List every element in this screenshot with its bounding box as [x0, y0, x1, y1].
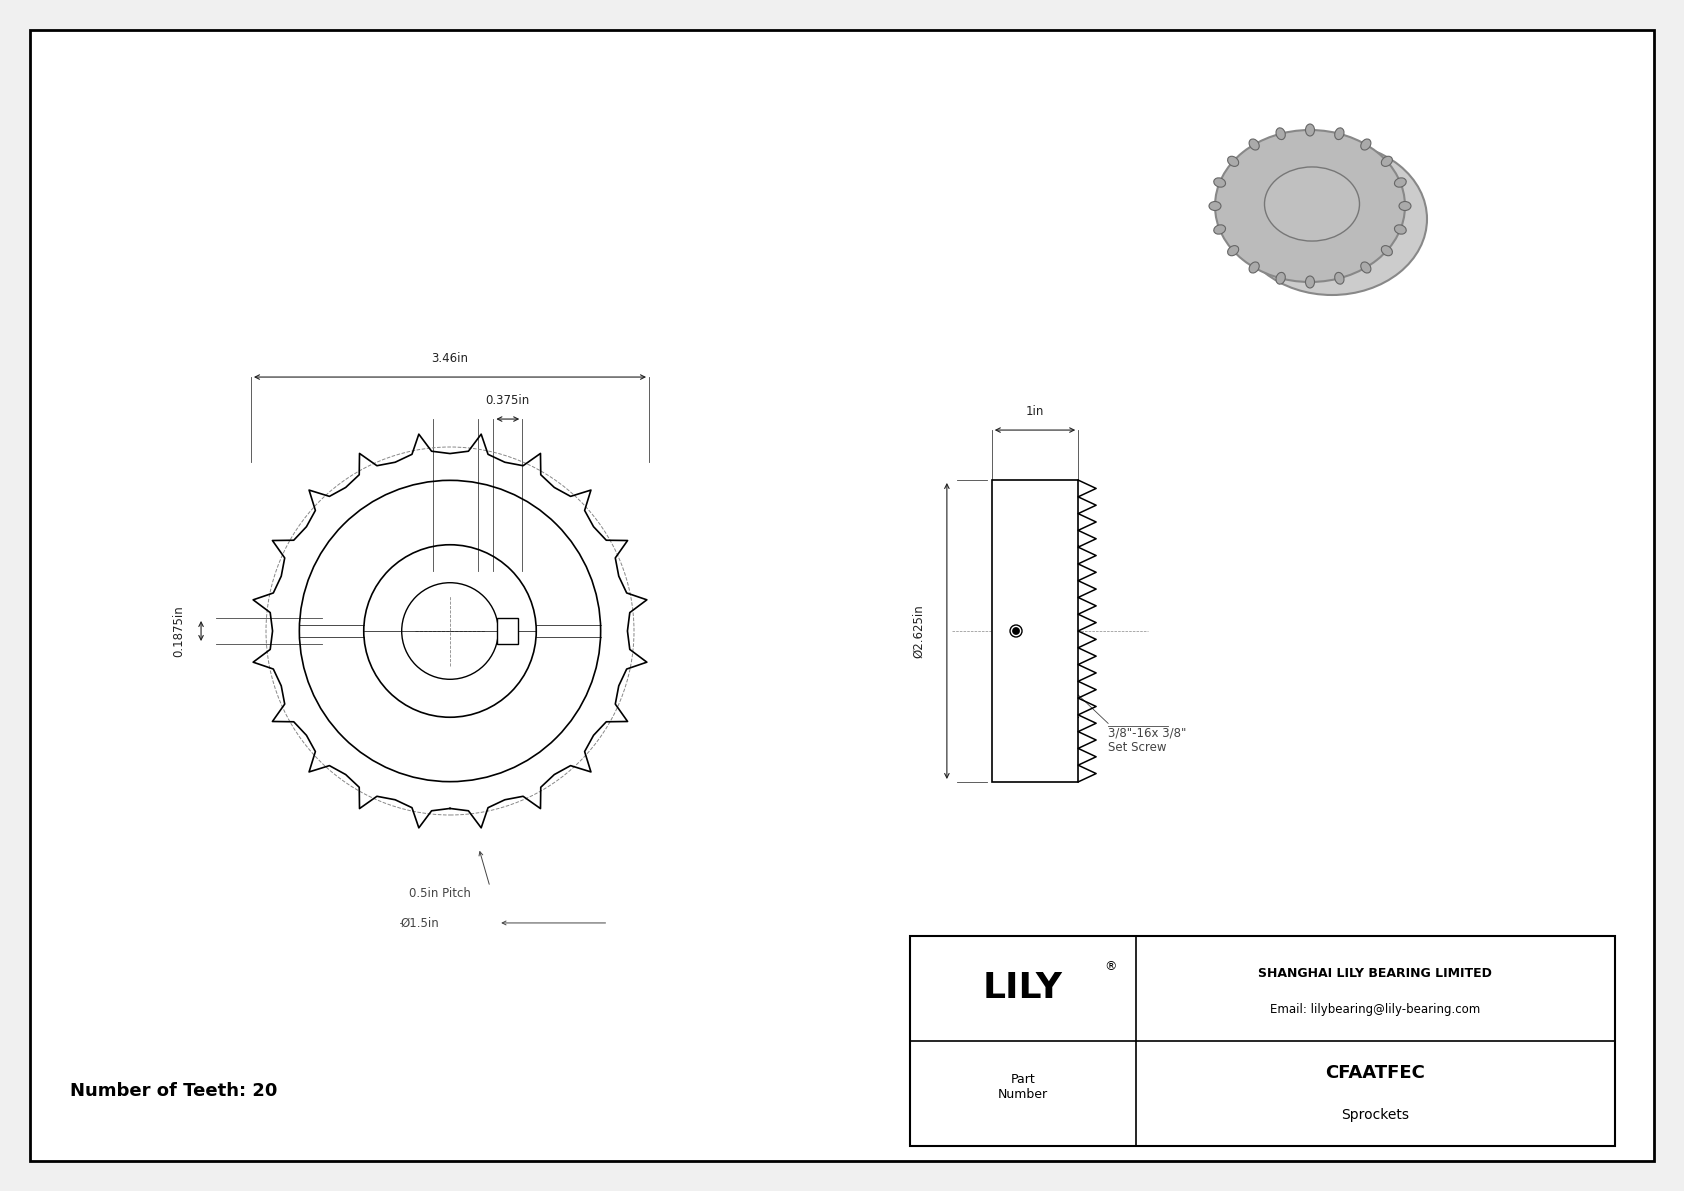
Text: LILY: LILY	[983, 972, 1063, 1005]
Ellipse shape	[1361, 262, 1371, 273]
Bar	[909, 936, 1615, 1146]
Text: Number of Teeth: 20: Number of Teeth: 20	[71, 1081, 278, 1100]
Ellipse shape	[1250, 139, 1260, 150]
Text: Ø1.5in: Ø1.5in	[401, 916, 440, 929]
Ellipse shape	[1250, 262, 1260, 273]
Ellipse shape	[1381, 245, 1393, 256]
Ellipse shape	[1394, 225, 1406, 235]
Text: 0.375in: 0.375in	[485, 394, 530, 407]
Ellipse shape	[1276, 273, 1285, 285]
Ellipse shape	[1209, 201, 1221, 211]
Text: 1in: 1in	[1026, 405, 1044, 418]
Ellipse shape	[1399, 201, 1411, 211]
FancyBboxPatch shape	[30, 30, 1654, 1161]
Text: Part
Number: Part Number	[997, 1073, 1047, 1102]
Text: 3.46in: 3.46in	[431, 353, 468, 366]
Ellipse shape	[1361, 139, 1371, 150]
Bar	[992, 480, 1078, 782]
Bar	[497, 618, 519, 643]
Ellipse shape	[1214, 177, 1226, 187]
Ellipse shape	[1305, 124, 1315, 136]
Text: 0.1875in: 0.1875in	[172, 605, 185, 657]
Ellipse shape	[1335, 273, 1344, 285]
Text: Email: lilybearing@lily-bearing.com: Email: lilybearing@lily-bearing.com	[1270, 1003, 1480, 1016]
Ellipse shape	[1214, 130, 1404, 282]
Text: Ø2.625in: Ø2.625in	[913, 604, 926, 657]
Text: CFAATFEC: CFAATFEC	[1325, 1064, 1425, 1081]
Ellipse shape	[1228, 156, 1239, 167]
Circle shape	[1012, 628, 1019, 635]
Ellipse shape	[1394, 177, 1406, 187]
Ellipse shape	[1265, 167, 1359, 241]
Ellipse shape	[1285, 180, 1346, 226]
Text: SHANGHAI LILY BEARING LIMITED: SHANGHAI LILY BEARING LIMITED	[1258, 967, 1492, 980]
Ellipse shape	[1228, 245, 1239, 256]
Text: Sprockets: Sprockets	[1340, 1108, 1410, 1122]
Text: ®: ®	[1105, 960, 1116, 973]
Ellipse shape	[1335, 127, 1344, 139]
Ellipse shape	[1214, 225, 1226, 235]
Text: 3/8"-16x 3/8"
Set Screw: 3/8"-16x 3/8" Set Screw	[1108, 727, 1187, 754]
Ellipse shape	[1305, 276, 1315, 288]
Text: 0.5in Pitch: 0.5in Pitch	[409, 887, 472, 900]
Ellipse shape	[1381, 156, 1393, 167]
Ellipse shape	[1238, 143, 1426, 295]
Ellipse shape	[1276, 127, 1285, 139]
